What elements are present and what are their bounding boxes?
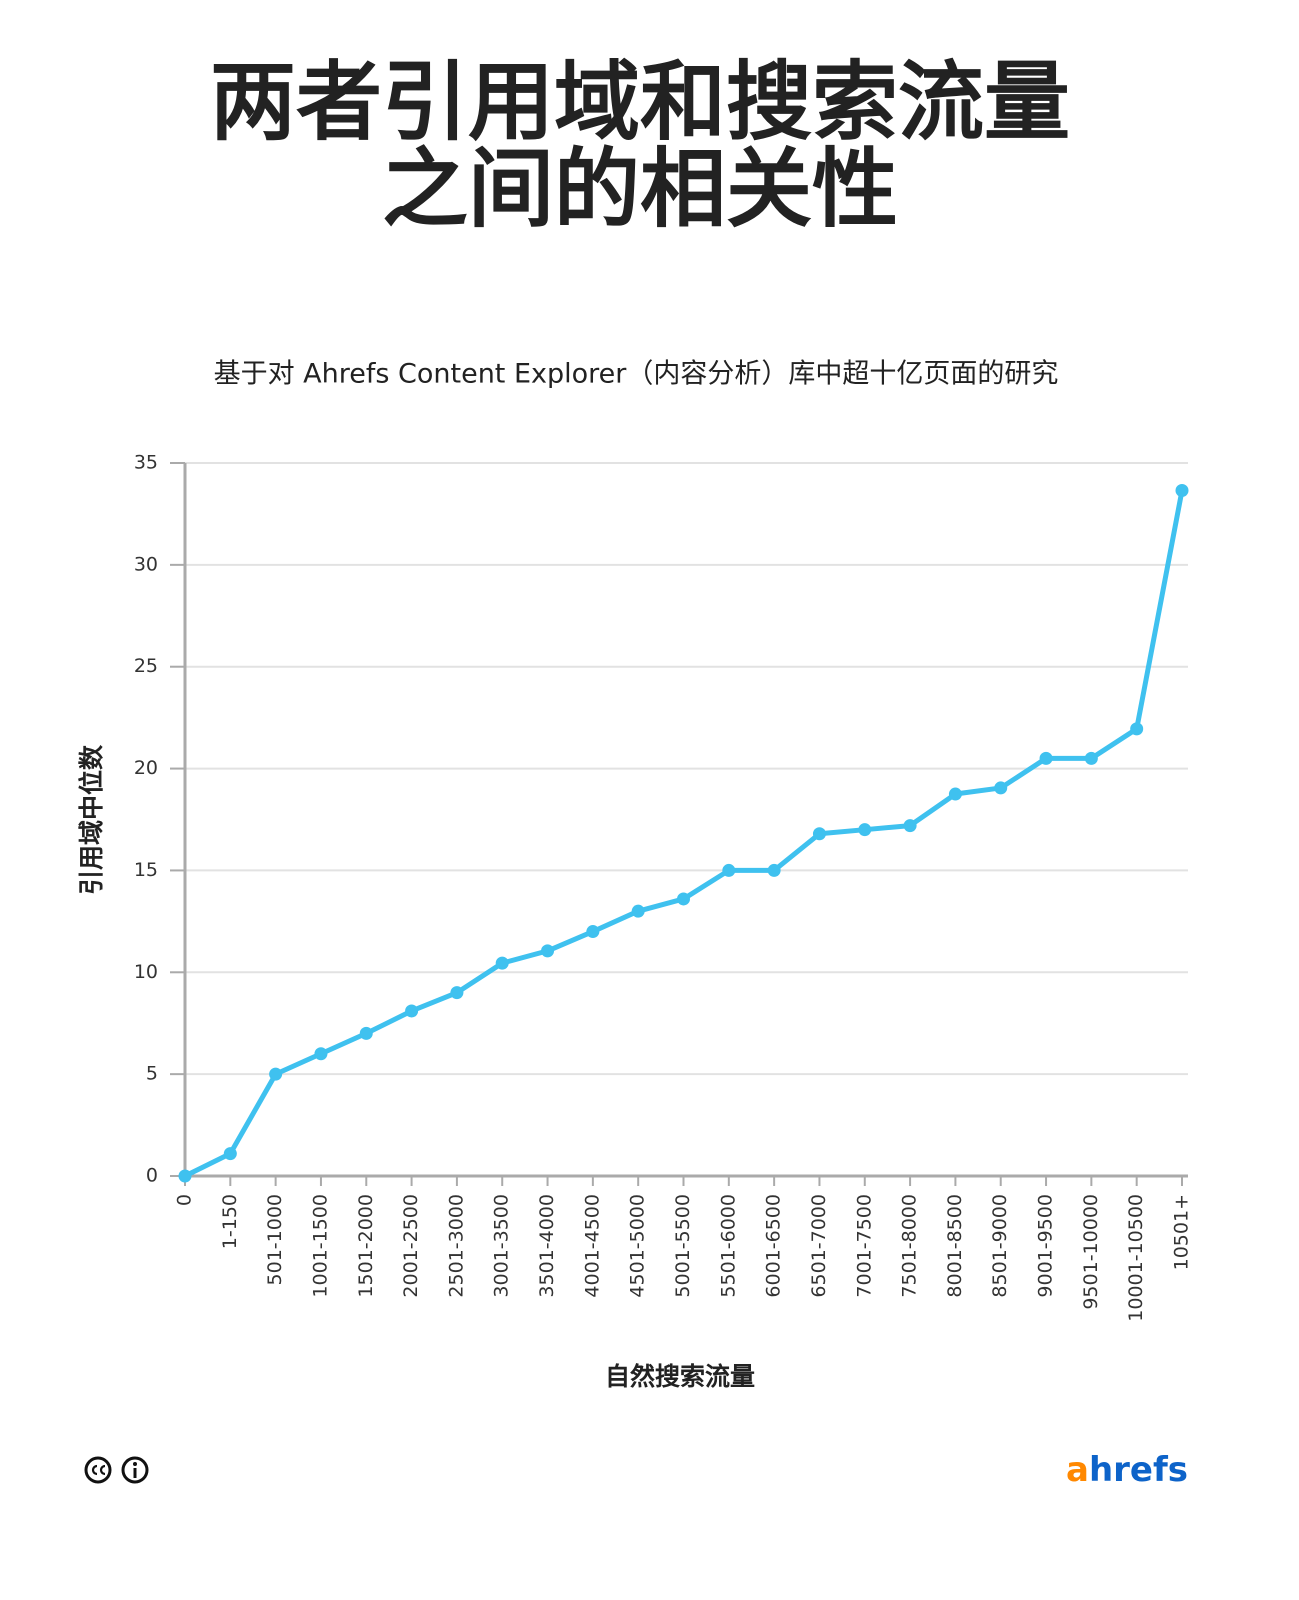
x-tick-label: 6501-7000 <box>808 1194 830 1298</box>
data-point <box>1130 722 1144 736</box>
x-tick-label: 7501-8000 <box>899 1194 921 1298</box>
x-tick-label: 1-150 <box>219 1194 241 1249</box>
data-point <box>541 944 555 958</box>
data-point <box>450 986 464 1000</box>
logo-a: a <box>1066 1450 1089 1490</box>
y-tick-label: 15 <box>134 859 158 881</box>
data-point <box>677 892 690 906</box>
y-tick-label: 35 <box>134 452 158 474</box>
data-point <box>359 1026 373 1040</box>
x-tick-label: 4001-4500 <box>581 1194 603 1298</box>
x-tick-label: 4501-5000 <box>627 1194 649 1298</box>
logo: ahrefs <box>1066 1450 1188 1490</box>
chart-subtitle: 基于对 Ahrefs Content Explorer（内容分析）库中超十亿页面… <box>214 359 1059 390</box>
x-axis-label: 自然搜索流量 <box>605 1362 755 1391</box>
y-tick-label: 30 <box>134 553 158 575</box>
chart-title: 两者引用域和搜索流量 <box>210 52 1070 152</box>
x-tick-label: 8001-8500 <box>944 1194 966 1298</box>
data-point <box>767 863 781 877</box>
logo-rest: hrefs <box>1089 1450 1188 1490</box>
data-point <box>903 819 917 833</box>
y-tick-label: 5 <box>146 1063 158 1085</box>
x-tick-label: 8501-9000 <box>989 1194 1011 1298</box>
data-point <box>1084 751 1098 765</box>
data-point <box>223 1147 237 1161</box>
x-tick-label: 2001-2500 <box>400 1194 422 1298</box>
x-tick-label: 0 <box>174 1194 196 1206</box>
y-axis-label: 引用域中位数 <box>77 744 106 895</box>
chart-title: 之间的相关性 <box>382 139 898 239</box>
x-tick-label: 1001-1500 <box>309 1194 331 1298</box>
data-point <box>631 904 645 918</box>
y-tick-label: 20 <box>134 757 158 779</box>
x-tick-label: 1501-2000 <box>355 1194 377 1298</box>
y-tick-label: 25 <box>134 655 158 677</box>
x-tick-label: 2501-3000 <box>445 1194 467 1298</box>
data-point <box>812 827 826 841</box>
data-point <box>1175 484 1189 498</box>
data-point <box>405 1004 419 1018</box>
cc-icons <box>84 1456 149 1484</box>
data-point <box>586 925 600 939</box>
data-point <box>1039 751 1053 765</box>
data-point <box>994 781 1008 795</box>
x-tick-label: 10501+ <box>1171 1194 1193 1270</box>
data-point <box>858 823 872 837</box>
data-point <box>722 863 736 877</box>
data-point <box>269 1067 283 1081</box>
x-tick-label: 3501-4000 <box>536 1194 558 1298</box>
x-tick-label: 7001-7500 <box>853 1194 875 1298</box>
x-tick-label: 501-1000 <box>264 1194 286 1285</box>
y-tick-label: 10 <box>134 961 158 983</box>
x-tick-label: 5001-5500 <box>672 1194 694 1298</box>
data-point <box>178 1169 192 1183</box>
data-point <box>314 1047 328 1061</box>
x-tick-label: 5501-6000 <box>717 1194 739 1298</box>
y-tick-label: 0 <box>146 1165 158 1187</box>
x-tick-label: 9501-10000 <box>1080 1194 1102 1310</box>
data-point <box>495 956 509 970</box>
x-tick-label: 10001-10500 <box>1125 1194 1147 1322</box>
data-point <box>948 787 962 801</box>
x-tick-label: 3001-3500 <box>491 1194 513 1298</box>
x-tick-label: 9001-9500 <box>1035 1194 1057 1298</box>
x-tick-label: 6001-6500 <box>763 1194 785 1298</box>
